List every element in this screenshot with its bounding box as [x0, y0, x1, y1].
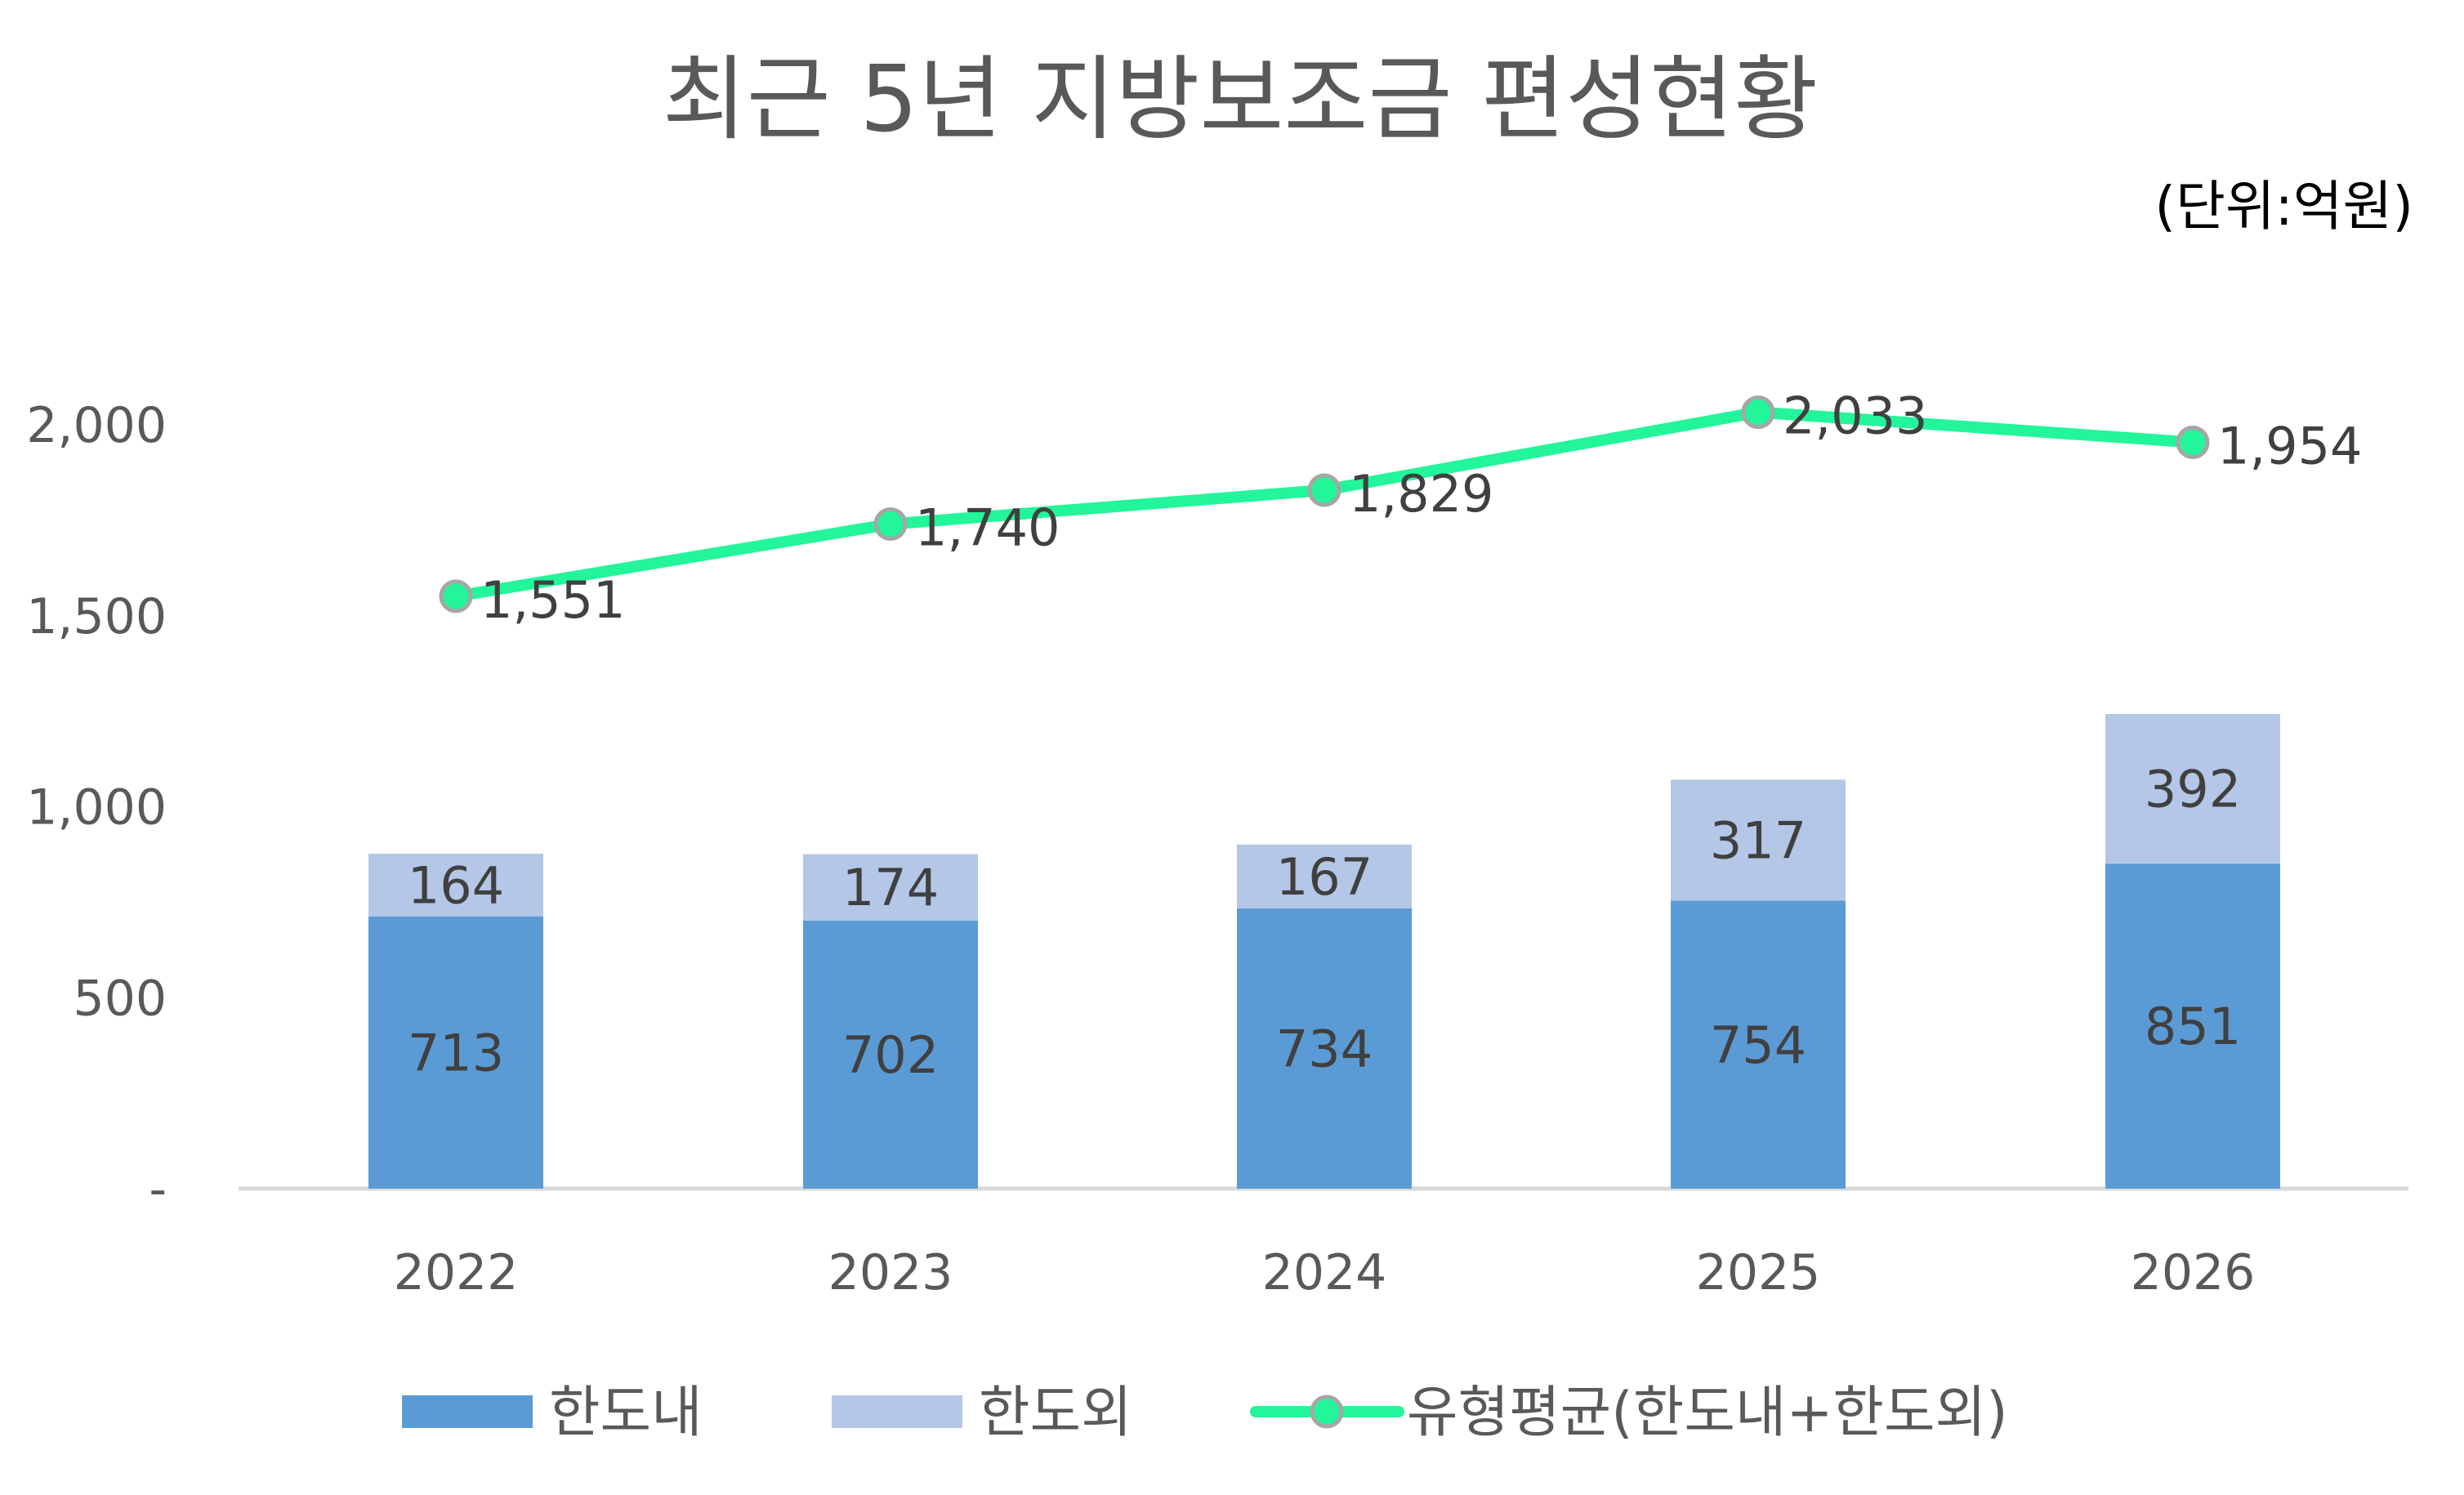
data-label-handonae: 734	[1276, 1019, 1373, 1078]
bar-handooe	[368, 854, 543, 917]
x-tick-label: 2025	[1696, 1244, 1821, 1301]
data-label-average: 1,740	[915, 498, 1060, 558]
data-label-handooe: 392	[2145, 760, 2241, 819]
bar-handonae	[803, 920, 978, 1189]
data-label-handooe: 164	[408, 855, 504, 915]
y-tick-label: 1,500	[26, 588, 167, 645]
line-marker	[1307, 473, 1341, 507]
data-label-average: 1,829	[1349, 464, 1494, 524]
bar-handonae	[1671, 900, 1846, 1189]
x-axis: 2022 2023 2024 2025 2026	[394, 1244, 2256, 1301]
x-tick-label: 2023	[828, 1244, 953, 1301]
data-label-handooe: 174	[842, 858, 939, 917]
line-marker	[1741, 395, 1775, 430]
legend-label-handooe: 한도외	[979, 1381, 1132, 1445]
bar-handooe	[1237, 844, 1412, 908]
data-label-handonae: 713	[408, 1023, 504, 1082]
data-label-handonae: 851	[2145, 997, 2241, 1056]
bar-handooe	[1671, 779, 1846, 901]
data-label-handonae: 754	[1710, 1015, 1806, 1075]
y-tick-label: 1,000	[26, 779, 167, 837]
bar-handooe	[2105, 713, 2280, 864]
legend-label-handonae: 한도내	[549, 1381, 703, 1445]
y-axis: - 500 1,000 1,500 2,000	[26, 397, 167, 1218]
legend-swatch-handonae	[402, 1395, 533, 1428]
line-series: 1,551 1,740 1,829 2,033 1,954	[439, 386, 2363, 630]
data-label-handonae: 702	[842, 1025, 939, 1085]
y-tick-label: -	[149, 1161, 167, 1218]
legend-marker-icon	[1310, 1395, 1344, 1429]
x-tick-label: 2024	[1262, 1244, 1387, 1301]
data-label-average: 1,954	[2217, 417, 2363, 476]
bar-handonae	[368, 916, 543, 1189]
line-marker	[873, 507, 908, 542]
legend-label-average: 유형평균(한도내+한도외)	[1407, 1381, 2008, 1445]
x-tick-label: 2026	[2131, 1244, 2256, 1301]
y-tick-label: 2,000	[26, 397, 167, 454]
legend-swatch-handooe	[832, 1395, 962, 1428]
bars: 713 164 702 174 734 167 754 317 851 392	[368, 713, 2280, 1189]
data-label-average: 1,551	[480, 570, 626, 630]
y-tick-label: 500	[73, 970, 167, 1027]
bar-handonae	[1237, 908, 1412, 1189]
data-label-handooe: 167	[1276, 847, 1373, 907]
line-marker	[2176, 426, 2210, 460]
data-label-average: 2,033	[1783, 386, 1928, 446]
x-tick-label: 2022	[394, 1244, 519, 1301]
unit-note: (단위:억원)	[2154, 175, 2413, 238]
data-label-handooe: 317	[1710, 810, 1806, 870]
legend: 한도내 한도외 유형평균(한도내+한도외)	[402, 1381, 2008, 1445]
chart-title: 최근 5년 지방보조금 편성현황	[663, 47, 1819, 153]
bar-handooe	[803, 854, 978, 921]
bar-handonae	[2105, 864, 2280, 1189]
line-marker	[439, 579, 473, 614]
